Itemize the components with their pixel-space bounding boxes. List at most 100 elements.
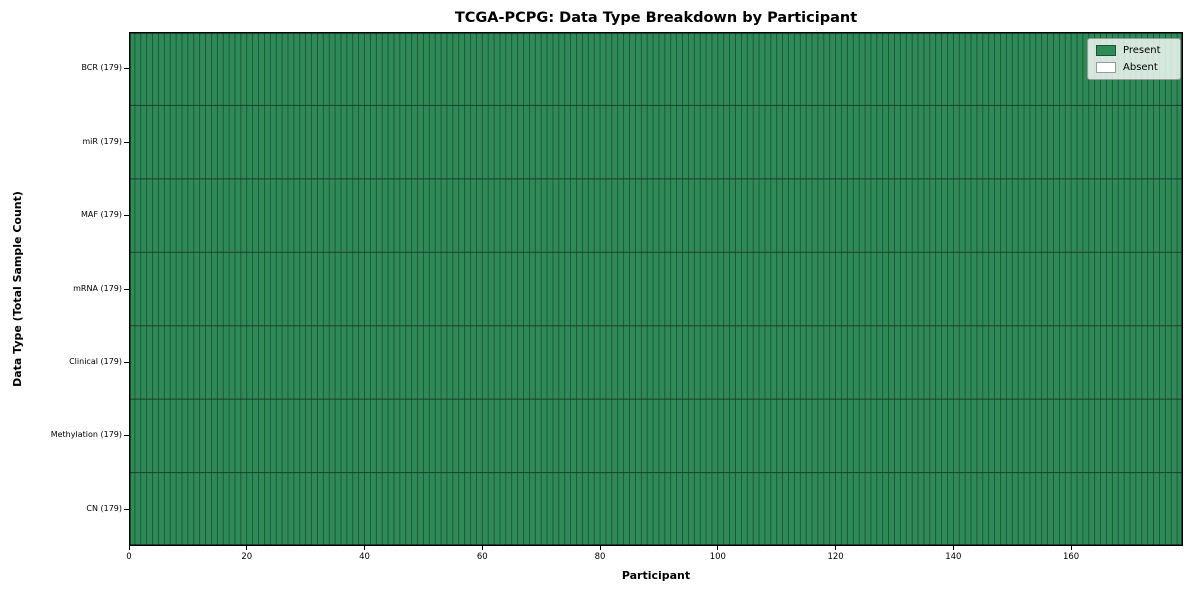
heatmap-cell [976, 325, 983, 400]
heatmap-cell [158, 472, 165, 546]
heatmap-cell [1041, 32, 1048, 106]
heatmap-cell [711, 105, 718, 179]
heatmap-cell [547, 325, 553, 400]
heatmap-cell [264, 399, 271, 473]
heatmap-cell [517, 472, 524, 546]
heatmap-cell [446, 325, 453, 400]
heatmap-row-MAF [129, 178, 1183, 253]
heatmap-cell [941, 32, 948, 106]
heatmap-cell [382, 32, 389, 106]
heatmap-cell [499, 325, 506, 400]
heatmap-cell [399, 325, 406, 400]
heatmap-cell [658, 105, 665, 179]
heatmap-cell [140, 105, 147, 179]
heatmap-cell [176, 472, 182, 546]
heatmap-cell [388, 472, 394, 546]
heatmap-cell [488, 178, 495, 253]
heatmap-cell [800, 105, 807, 179]
heatmap-cell [240, 32, 247, 106]
heatmap-cell [682, 472, 689, 546]
heatmap-cell [364, 178, 371, 253]
heatmap-cell [399, 399, 406, 473]
heatmap-cell [317, 32, 324, 106]
heatmap-cell [252, 399, 259, 473]
heatmap-cell [1065, 32, 1072, 106]
heatmap-cell [1035, 32, 1042, 106]
heatmap-cell [935, 472, 942, 546]
heatmap-cell [1018, 32, 1025, 106]
heatmap-cell [317, 252, 324, 326]
heatmap-cell [523, 325, 530, 400]
heatmap-cell [1047, 325, 1054, 400]
heatmap-cell [700, 325, 707, 400]
heatmap-cell [753, 399, 760, 473]
heatmap-cell [835, 472, 842, 546]
heatmap-cell [570, 178, 577, 253]
heatmap-cell [246, 32, 253, 106]
heatmap-cell [1024, 472, 1030, 546]
heatmap-cell [393, 472, 400, 546]
heatmap-cell [529, 32, 536, 106]
heatmap-cell [382, 325, 389, 400]
heatmap-cell [470, 252, 477, 326]
heatmap-cell [1171, 472, 1178, 546]
heatmap-cell [234, 325, 241, 400]
heatmap-cell [576, 399, 583, 473]
heatmap-cell [388, 178, 394, 253]
heatmap-cell [1135, 105, 1142, 179]
heatmap-cell [458, 325, 465, 400]
heatmap-cell [1130, 178, 1136, 253]
heatmap-cell [482, 105, 489, 179]
heatmap-cell [988, 325, 995, 400]
heatmap-cell [541, 105, 548, 179]
heatmap-cell [547, 472, 553, 546]
heatmap-cell [876, 178, 883, 253]
heatmap-cell [1141, 105, 1148, 179]
heatmap-cell [1177, 399, 1183, 473]
heatmap-cell [388, 252, 394, 326]
heatmap-cell [517, 252, 524, 326]
heatmap-cell [240, 252, 247, 326]
heatmap-cell [635, 472, 642, 546]
heatmap-cell [870, 399, 877, 473]
row-divider-lines [129, 104, 1183, 474]
heatmap-cell [935, 252, 942, 326]
heatmap-cell [1047, 399, 1054, 473]
heatmap-cell [664, 325, 671, 400]
heatmap-cell [876, 252, 883, 326]
heatmap-cell [199, 32, 206, 106]
heatmap-cell [1124, 252, 1131, 326]
heatmap-cell [129, 399, 135, 473]
heatmap-cell [582, 472, 589, 546]
heatmap-cell [511, 325, 518, 400]
heatmap-cell [700, 399, 707, 473]
heatmap-cell [1024, 32, 1030, 106]
heatmap-cell [1059, 325, 1066, 400]
heatmap-cell [788, 325, 795, 400]
legend: Present Absent [1087, 38, 1181, 80]
heatmap-cell [941, 472, 948, 546]
heatmap-cell [676, 105, 683, 179]
x-tick-mark [599, 546, 601, 550]
heatmap-cell [505, 472, 512, 546]
heatmap-cell [859, 472, 866, 546]
heatmap-cell [1018, 178, 1025, 253]
heatmap-cell [735, 325, 742, 400]
heatmap-cell [393, 105, 400, 179]
heatmap-cell [670, 399, 677, 473]
heatmap-cell [470, 472, 477, 546]
heatmap-cell [1171, 252, 1178, 326]
heatmap-cell [918, 325, 924, 400]
heatmap-cell [794, 105, 801, 179]
heatmap-cell [364, 32, 371, 106]
heatmap-cell [894, 32, 901, 106]
heatmap-cell [1159, 252, 1166, 326]
heatmap-cell [688, 32, 695, 106]
heatmap-cell [170, 325, 177, 400]
heatmap-cell [776, 399, 783, 473]
heatmap-cell [782, 399, 789, 473]
heatmap-cell [423, 252, 430, 326]
heatmap-cell [588, 399, 595, 473]
heatmap-cell [906, 399, 913, 473]
heatmap-cell [670, 32, 677, 106]
